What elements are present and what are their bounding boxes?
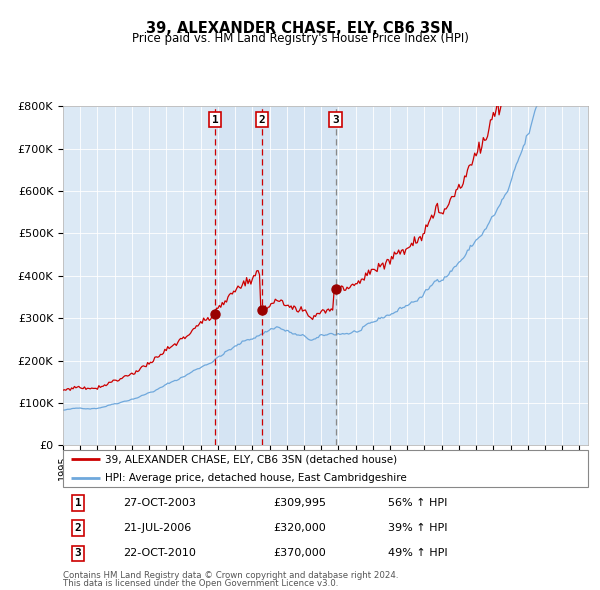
- Text: 27-OCT-2003: 27-OCT-2003: [124, 498, 196, 508]
- Text: 39% ↑ HPI: 39% ↑ HPI: [389, 523, 448, 533]
- Text: 3: 3: [332, 114, 339, 124]
- Text: £370,000: £370,000: [273, 548, 326, 558]
- Text: 21-JUL-2006: 21-JUL-2006: [124, 523, 191, 533]
- Text: 2: 2: [74, 523, 82, 533]
- Text: 22-OCT-2010: 22-OCT-2010: [124, 548, 196, 558]
- Text: 49% ↑ HPI: 49% ↑ HPI: [389, 548, 448, 558]
- Text: 1: 1: [74, 498, 82, 508]
- Text: 2: 2: [258, 114, 265, 124]
- Text: £320,000: £320,000: [273, 523, 326, 533]
- Text: 39, ALEXANDER CHASE, ELY, CB6 3SN (detached house): 39, ALEXANDER CHASE, ELY, CB6 3SN (detac…: [105, 454, 397, 464]
- Bar: [215, 106, 262, 445]
- Text: 39, ALEXANDER CHASE, ELY, CB6 3SN: 39, ALEXANDER CHASE, ELY, CB6 3SN: [146, 21, 454, 35]
- Text: Price paid vs. HM Land Registry's House Price Index (HPI): Price paid vs. HM Land Registry's House …: [131, 32, 469, 45]
- Text: 56% ↑ HPI: 56% ↑ HPI: [389, 498, 448, 508]
- Text: HPI: Average price, detached house, East Cambridgeshire: HPI: Average price, detached house, East…: [105, 473, 407, 483]
- Text: Contains HM Land Registry data © Crown copyright and database right 2024.: Contains HM Land Registry data © Crown c…: [63, 571, 398, 579]
- Bar: [262, 106, 335, 445]
- FancyBboxPatch shape: [63, 450, 588, 487]
- Text: 3: 3: [74, 548, 82, 558]
- Text: 1: 1: [212, 114, 218, 124]
- Text: This data is licensed under the Open Government Licence v3.0.: This data is licensed under the Open Gov…: [63, 579, 338, 588]
- Text: £309,995: £309,995: [273, 498, 326, 508]
